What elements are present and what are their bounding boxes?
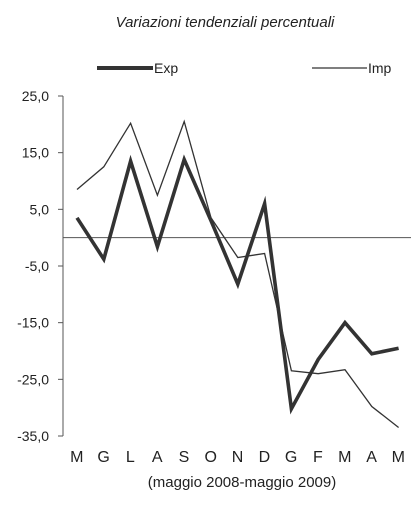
y-tick-label: -25,0 (17, 371, 49, 387)
x-tick-label: M (392, 449, 406, 466)
x-tick-label: G (285, 449, 298, 466)
x-tick-label: L (126, 449, 135, 466)
x-tick-label: G (97, 449, 110, 466)
chart-subtitle: (maggio 2008-maggio 2009) (148, 474, 336, 491)
y-tick-label: -35,0 (17, 428, 49, 444)
legend-label-exp: Exp (154, 60, 178, 76)
x-tick-label: M (338, 449, 352, 466)
x-tick-label: A (366, 449, 377, 466)
x-tick-label: N (232, 449, 244, 466)
y-tick-label: -15,0 (17, 315, 49, 331)
chart-title: Variazioni tendenziali percentuali (116, 14, 335, 31)
x-tick-label: M (70, 449, 84, 466)
x-tick-label: S (179, 449, 190, 466)
x-tick-label: A (152, 449, 163, 466)
series-line-imp (76, 119, 400, 429)
series-line-exp (75, 154, 399, 415)
y-tick-label: 15,0 (22, 145, 49, 161)
x-tick-label: F (313, 449, 323, 466)
axes: 25,0 15,0 5,0 -5,0 -15,0 -25,0 -35,0 (17, 88, 411, 444)
y-tick-label: 5,0 (30, 201, 50, 217)
y-tick-label: 25,0 (22, 88, 49, 104)
y-tick-label: -5,0 (25, 258, 49, 274)
legend-label-imp: Imp (368, 60, 392, 76)
series-layer (75, 119, 400, 429)
x-tick-label: D (259, 449, 271, 466)
x-tick-label: O (205, 449, 218, 466)
legend: Exp Imp (97, 60, 392, 76)
